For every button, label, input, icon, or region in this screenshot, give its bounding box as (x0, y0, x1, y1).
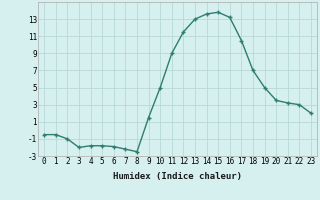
X-axis label: Humidex (Indice chaleur): Humidex (Indice chaleur) (113, 172, 242, 181)
